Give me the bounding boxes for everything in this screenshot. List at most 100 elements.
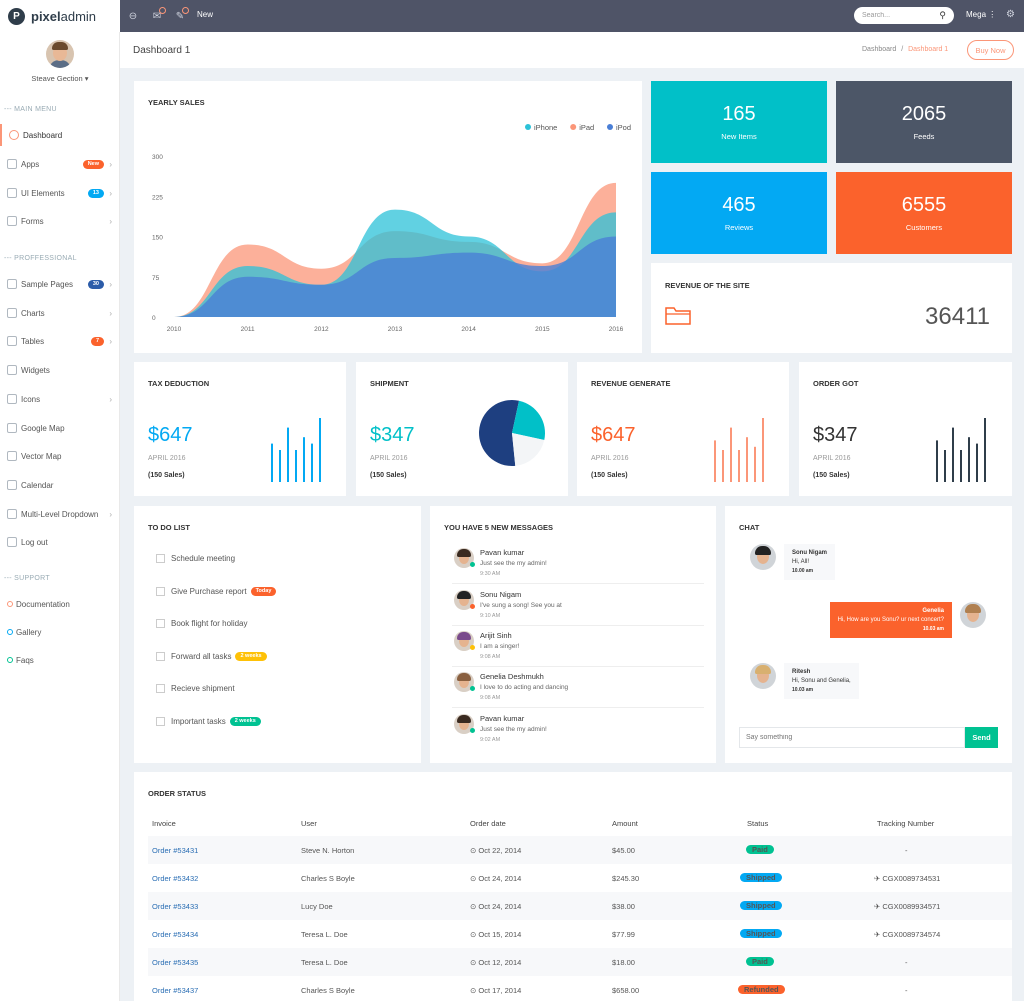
sidebar-item-gallery[interactable]: Gallery — [0, 621, 120, 643]
search-box[interactable]: ⚲ — [854, 7, 954, 24]
sidebar-item-google-map[interactable]: Google Map — [0, 417, 120, 439]
map-pin-icon — [7, 451, 17, 461]
shipment-value: $347 — [370, 424, 415, 446]
stat-new-items[interactable]: 165 New Items — [651, 81, 827, 163]
revenue-card: REVENUE OF THE SITE 36411 — [651, 263, 1012, 353]
buy-now-button[interactable]: Buy Now — [967, 40, 1014, 60]
page-header: Dashboard 1 Dashboard / Dashboard 1 Buy … — [120, 32, 1024, 68]
invoice-link[interactable]: Order #53437 — [152, 986, 199, 995]
user-dropdown[interactable]: Steave Gection ▾ — [31, 74, 89, 83]
table-row: Order #53435 Teresa L. Doe ⊙ Oct 12, 201… — [148, 948, 1012, 976]
y-tick-label: 300 — [152, 154, 163, 161]
status-badge: Shipped — [740, 901, 782, 910]
dashboard-icon — [9, 130, 19, 140]
avatar[interactable] — [46, 40, 74, 68]
invoice-link[interactable]: Order #53434 — [152, 930, 199, 939]
revenue-generate-date: APRIL 2016 — [591, 455, 629, 462]
sidebar-item-apps[interactable]: Apps New › — [0, 153, 120, 175]
checkbox[interactable] — [156, 554, 165, 563]
mega-menu[interactable]: Mega ⋮ — [966, 10, 997, 19]
todo-item[interactable]: Recieve shipment — [156, 684, 235, 693]
sidebar-item-sample-pages[interactable]: Sample Pages 30 › — [0, 273, 120, 295]
tax-deduction-sparkline — [271, 418, 321, 482]
todo-tag: 2 weeks — [229, 717, 261, 726]
x-tick-label: 2011 — [241, 326, 255, 333]
revenue-generate-value: $647 — [591, 424, 636, 446]
todo-tag: Today — [250, 587, 277, 596]
order-status-card: ORDER STATUS Invoice User Order date Amo… — [134, 772, 1012, 1001]
sidebar-item-forms[interactable]: Forms › — [0, 210, 120, 232]
search-icon[interactable]: ⚲ — [939, 10, 946, 20]
sidebar-item-documentation[interactable]: Documentation — [0, 593, 120, 615]
avatar — [454, 631, 474, 651]
chat-input[interactable] — [739, 727, 965, 748]
tax-deduction-sales: (150 Sales) — [148, 472, 185, 479]
sidebar-item-dashboard[interactable]: Dashboard — [0, 124, 120, 146]
todo-item[interactable]: Schedule meeting — [156, 554, 235, 563]
logo-icon: P — [8, 7, 25, 25]
sidebar-item-calendar[interactable]: Calendar — [0, 474, 120, 496]
edit-icon[interactable]: ✎ — [173, 7, 189, 23]
legend-label: iPad — [579, 123, 594, 132]
todo-item[interactable]: Important tasks 2 weeks — [156, 717, 261, 726]
breadcrumb-active: Dashboard 1 — [908, 46, 949, 53]
column-header: Amount — [612, 819, 638, 828]
sidebar-item-faqs[interactable]: Faqs — [0, 649, 120, 671]
x-tick-label: 2016 — [609, 326, 624, 333]
stat-feeds[interactable]: 2065 Feeds — [836, 81, 1012, 163]
logout-icon — [7, 537, 17, 547]
breadcrumb: Dashboard / Dashboard 1 — [862, 46, 949, 53]
checkbox[interactable] — [156, 587, 165, 596]
new-menu[interactable]: New — [197, 10, 214, 19]
sidebar-item-ui-elements[interactable]: UI Elements 13 › — [0, 182, 120, 204]
message-item[interactable]: Pavan kumar Just see the my admin! 9:30 AM — [452, 544, 704, 584]
invoice-link[interactable]: Order #53431 — [152, 846, 199, 855]
sidebar-item-widgets[interactable]: Widgets — [0, 359, 120, 381]
todo-item[interactable]: Forward all tasks 2 weeks — [156, 652, 267, 661]
sidebar-item-logout[interactable]: Log out — [0, 531, 120, 553]
mail-icon[interactable]: ✉ — [150, 7, 166, 23]
checkbox[interactable] — [156, 717, 165, 726]
table-row: Order #53434 Teresa L. Doe ⊙ Oct 15, 201… — [152, 929, 941, 939]
message-item[interactable]: Arijit Sinh I am a singer! 9:08 AM — [452, 627, 704, 667]
calendar-icon — [7, 480, 17, 490]
chat-title: CHAT — [739, 523, 760, 532]
shipment-date: APRIL 2016 — [370, 455, 408, 462]
column-header: Invoice — [152, 819, 176, 828]
sidebar-item-tables[interactable]: Tables 7 › — [0, 330, 120, 352]
order-got-sales: (150 Sales) — [813, 472, 850, 479]
invoice-link[interactable]: Order #53433 — [152, 902, 199, 911]
x-tick-label: 2013 — [388, 326, 403, 333]
invoice-link[interactable]: Order #53435 — [152, 958, 199, 967]
sidebar-item-vector-map[interactable]: Vector Map — [0, 445, 120, 467]
circle-icon — [7, 657, 13, 663]
checkbox[interactable] — [156, 619, 165, 628]
sidebar-item-multi-level[interactable]: Multi-Level Dropdown › — [0, 503, 120, 525]
back-arrow-icon[interactable]: ⊖ — [128, 10, 138, 22]
ui-elements-icon — [7, 188, 17, 198]
sidebar-item-charts[interactable]: Charts › — [0, 302, 120, 324]
breadcrumb-home[interactable]: Dashboard — [862, 46, 897, 53]
gear-icon[interactable]: ⚙ — [1006, 9, 1015, 20]
status-badge: Paid — [746, 845, 774, 854]
message-item[interactable]: Genelia Deshmukh I love to do acting and … — [452, 668, 704, 708]
logo[interactable]: P pixeladmin — [0, 0, 120, 32]
todo-item[interactable]: Give Purchase report Today — [156, 587, 277, 596]
tax-deduction-title: TAX DEDUCTION — [148, 379, 210, 388]
message-item[interactable]: Pavan kumar Just see the my admin! 9:02 AM — [452, 710, 704, 750]
message-item[interactable]: Sonu Nigam I've sung a song! See you at 9:… — [452, 586, 704, 626]
stat-customers[interactable]: 6555 Customers — [836, 172, 1012, 254]
tax-deduction-card: TAX DEDUCTION $647 APRIL 2016 (150 Sales… — [134, 362, 346, 496]
checkbox[interactable] — [156, 652, 165, 661]
invoice-link[interactable]: Order #53432 — [152, 874, 199, 883]
search-input[interactable] — [862, 12, 932, 19]
table-row: Order #53437 Charles S Boyle ⊙ Oct 17, 2… — [152, 985, 908, 995]
send-button[interactable]: Send — [965, 727, 998, 748]
sidebar: Steave Gection ▾ --- MAIN MENU Dashboard… — [0, 32, 120, 1001]
sidebar-item-icons[interactable]: Icons › — [0, 388, 120, 410]
checkbox[interactable] — [156, 684, 165, 693]
apps-badge: New — [82, 159, 104, 169]
todo-item[interactable]: Book flight for holiday — [156, 619, 248, 628]
map-pin-icon — [7, 423, 17, 433]
stat-reviews[interactable]: 465 Reviews — [651, 172, 827, 254]
